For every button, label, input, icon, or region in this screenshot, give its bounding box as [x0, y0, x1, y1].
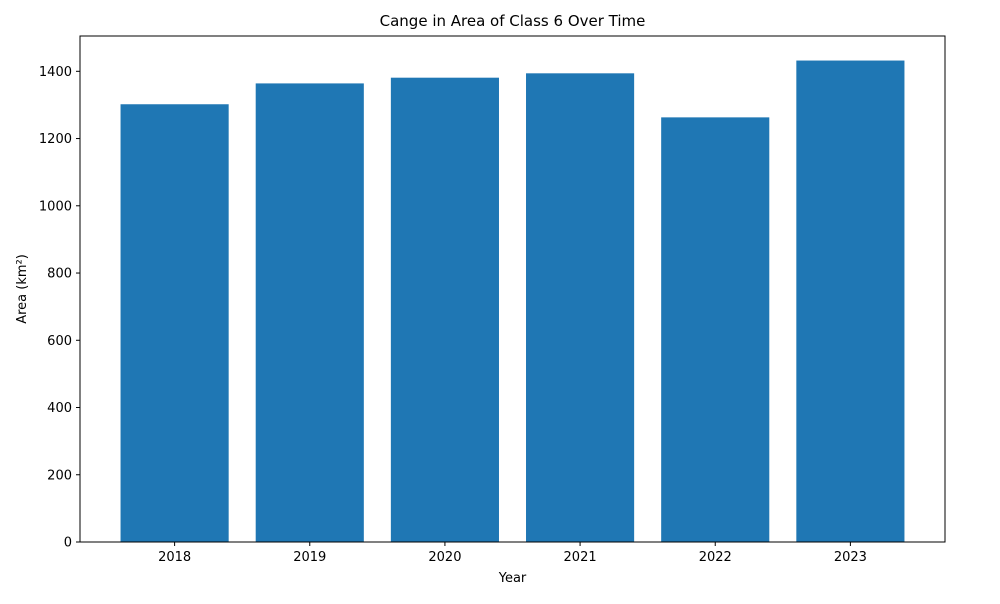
bar-2021 [526, 73, 635, 542]
bar-2023 [796, 60, 905, 543]
chart-title: Cange in Area of Class 6 Over Time [380, 12, 646, 30]
y-axis-label: Area (km²) [15, 254, 30, 324]
bar-2018 [120, 104, 229, 542]
plot-frame [79, 35, 946, 543]
x-axis-ticks: 2018 2019 2020 2021 2022 2023 [158, 542, 867, 565]
y-tick-label: 1400 [39, 65, 72, 80]
y-axis-ticks: 0 200 400 600 800 1000 1200 1400 [39, 65, 80, 551]
x-tick-label: 2018 [158, 550, 191, 565]
bar-2020 [390, 77, 499, 542]
x-tick-label: 2020 [428, 550, 461, 565]
y-tick-label: 800 [47, 267, 72, 282]
y-tick-label: 1200 [39, 132, 72, 147]
x-tick-label: 2021 [564, 550, 597, 565]
bars [120, 60, 905, 543]
y-tick-label: 200 [47, 468, 72, 483]
y-tick-label: 0 [64, 536, 72, 551]
x-tick-label: 2022 [699, 550, 732, 565]
y-tick-label: 1000 [39, 199, 72, 214]
bar-2019 [255, 83, 364, 543]
x-tick-label: 2019 [293, 550, 326, 565]
x-axis-label: Year [498, 571, 527, 586]
x-tick-label: 2023 [834, 550, 867, 565]
bar-2022 [661, 117, 770, 542]
y-tick-label: 600 [47, 334, 72, 349]
y-tick-label: 400 [47, 401, 72, 416]
